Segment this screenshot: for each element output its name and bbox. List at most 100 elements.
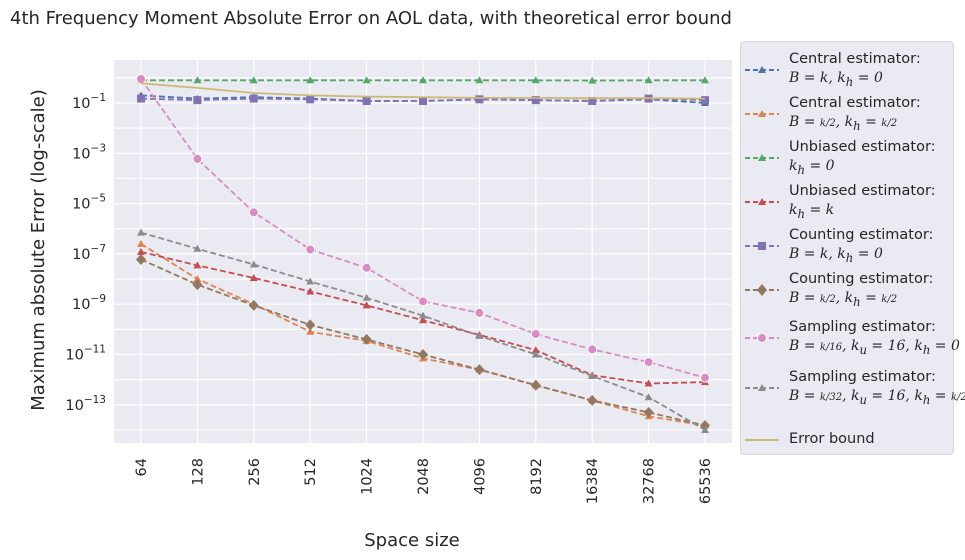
data-point bbox=[192, 153, 203, 164]
data-point bbox=[587, 344, 598, 355]
data-point bbox=[193, 96, 202, 105]
data-point bbox=[249, 260, 258, 268]
data-point bbox=[701, 76, 709, 84]
x-axis-label: Space size bbox=[364, 530, 459, 551]
data-point bbox=[644, 76, 653, 84]
data-point bbox=[474, 364, 485, 376]
data-point bbox=[531, 96, 540, 105]
legend-marker bbox=[745, 333, 779, 343]
legend-marker bbox=[745, 110, 779, 117]
data-point bbox=[306, 287, 315, 295]
data-point bbox=[362, 293, 371, 301]
x-tick-label: 16384 bbox=[585, 458, 601, 504]
legend-label: Unbiased estimator: bbox=[789, 183, 936, 199]
x-tick-label: 512 bbox=[303, 458, 319, 486]
data-point bbox=[362, 301, 371, 309]
data-point bbox=[531, 350, 540, 358]
data-point bbox=[419, 76, 427, 84]
data-point bbox=[137, 247, 145, 255]
data-point bbox=[193, 244, 202, 252]
data-point bbox=[249, 274, 258, 282]
data-point bbox=[643, 357, 654, 368]
data-point bbox=[306, 76, 315, 84]
data-point bbox=[419, 311, 427, 319]
x-tick-label: 8192 bbox=[529, 458, 545, 495]
data-point bbox=[531, 346, 540, 354]
legend-label: Sampling estimator: bbox=[789, 369, 936, 385]
data-point bbox=[644, 393, 653, 401]
y-tick-label: 10−7 bbox=[72, 243, 106, 263]
data-point bbox=[361, 333, 372, 345]
data-point bbox=[192, 279, 203, 291]
legend-label: Counting estimator: bbox=[789, 271, 934, 287]
data-point bbox=[361, 262, 372, 273]
data-point bbox=[475, 95, 484, 104]
data-point bbox=[700, 372, 710, 383]
y-axis-label: Maximum absolute Error (log-scale) bbox=[28, 89, 49, 410]
data-point bbox=[475, 76, 484, 84]
x-tick-label: 2048 bbox=[416, 458, 432, 495]
legend-marker bbox=[745, 242, 779, 250]
data-point bbox=[249, 94, 258, 103]
legend-label: Error bound bbox=[789, 431, 875, 447]
data-point bbox=[137, 239, 145, 247]
legend-marker bbox=[745, 384, 779, 391]
data-point bbox=[588, 97, 597, 106]
series bbox=[140, 82, 706, 100]
x-tick-label: 65536 bbox=[698, 458, 714, 504]
data-point bbox=[419, 97, 427, 106]
data-point bbox=[193, 275, 202, 283]
legend: Central estimator: B = k, kh = 0 Central … bbox=[740, 41, 965, 455]
data-point bbox=[305, 319, 316, 331]
legend-marker bbox=[745, 66, 779, 73]
data-point bbox=[305, 244, 316, 255]
legend-label: Central estimator: bbox=[789, 51, 921, 67]
y-tick-label: 10−11 bbox=[65, 344, 106, 364]
series-line bbox=[140, 78, 706, 379]
series bbox=[136, 253, 710, 432]
data-point bbox=[306, 95, 315, 104]
legend-label: Unbiased estimator: bbox=[789, 139, 936, 155]
x-tick-label: 32768 bbox=[642, 458, 658, 504]
x-tick-label: 4096 bbox=[472, 458, 488, 495]
x-tick-label: 64 bbox=[134, 458, 150, 476]
data-point bbox=[530, 379, 541, 391]
data-point bbox=[362, 97, 371, 106]
y-axis: 10−13 10−11 10−9 10−7 10−5 10−3 10−1 bbox=[65, 92, 106, 414]
legend-marker bbox=[745, 154, 779, 161]
data-point bbox=[306, 327, 315, 335]
data-point bbox=[193, 76, 202, 84]
legend-label: Counting estimator: bbox=[789, 227, 934, 243]
data-point bbox=[136, 253, 146, 265]
data-point bbox=[249, 76, 258, 84]
data-point bbox=[643, 406, 654, 418]
series bbox=[136, 74, 710, 383]
data-point bbox=[588, 371, 597, 379]
series bbox=[137, 247, 709, 387]
y-tick-label: 10−5 bbox=[72, 193, 106, 213]
data-point bbox=[475, 331, 484, 339]
data-point bbox=[531, 76, 540, 84]
chart-title: 4th Frequency Moment Absolute Error on A… bbox=[10, 8, 732, 29]
y-tick-label: 10−1 bbox=[72, 92, 106, 112]
y-tick-label: 10−3 bbox=[72, 142, 106, 162]
data-point bbox=[530, 329, 541, 340]
data-point bbox=[362, 76, 371, 84]
data-point bbox=[701, 96, 709, 105]
legend-marker bbox=[745, 198, 779, 205]
y-tick-label: 10−13 bbox=[65, 394, 106, 414]
data-point bbox=[419, 316, 427, 324]
data-point bbox=[418, 296, 428, 307]
legend-marker bbox=[745, 284, 779, 296]
x-tick-label: 128 bbox=[190, 458, 206, 486]
x-axis: 64 128 256 512 1024 2048 4096 8192 16384 32768 655… bbox=[134, 458, 714, 504]
data-point bbox=[248, 207, 259, 218]
data-point bbox=[193, 261, 202, 269]
legend-label: Central estimator: bbox=[789, 95, 921, 111]
data-point bbox=[136, 74, 146, 85]
series-group bbox=[136, 74, 710, 433]
series bbox=[137, 76, 709, 84]
data-point bbox=[248, 299, 259, 311]
data-point bbox=[137, 228, 145, 236]
